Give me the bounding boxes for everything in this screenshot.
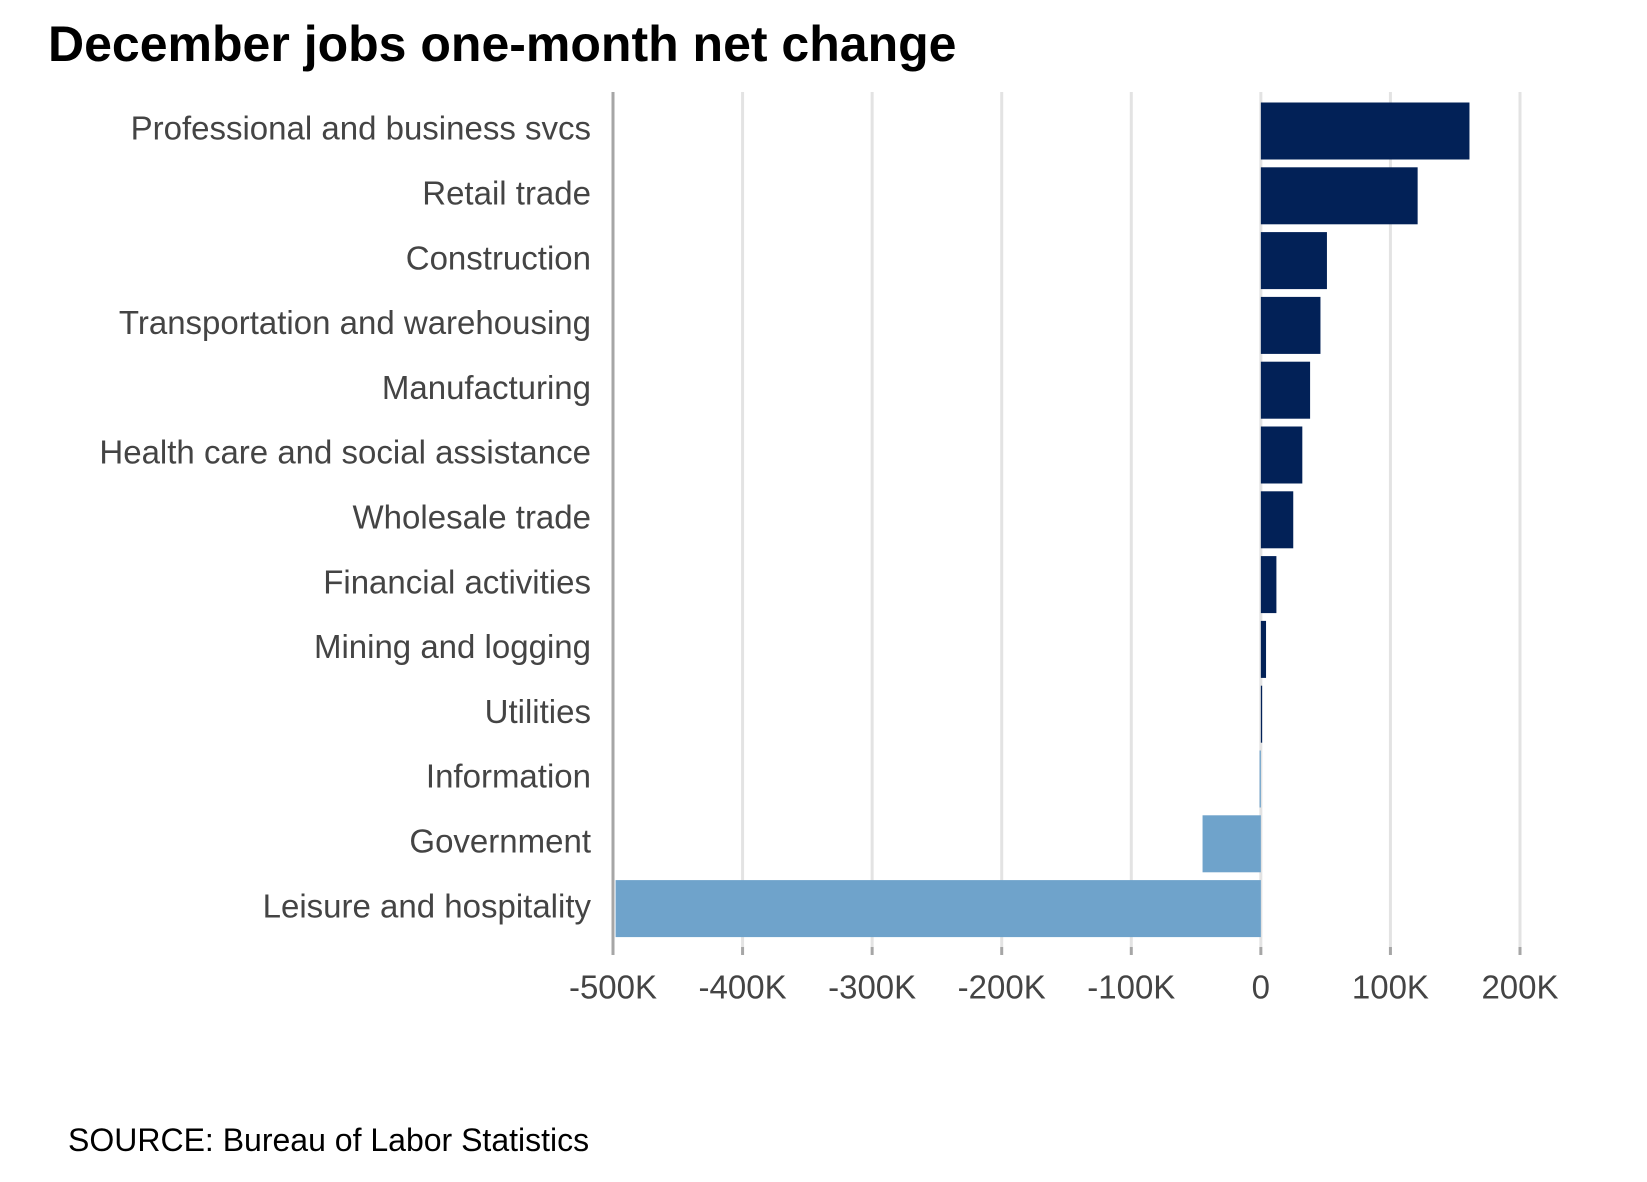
category-label: Health care and social assistance <box>99 434 591 471</box>
bar <box>1260 620 1267 678</box>
x-tick-label: -200K <box>958 969 1046 1006</box>
bars <box>615 102 1470 938</box>
category-label: Utilities <box>485 693 591 730</box>
axes <box>611 92 1522 955</box>
x-tick-label: 0 <box>1252 969 1270 1006</box>
bar <box>615 880 1261 938</box>
chart-plot: Professional and business svcs Retail tra… <box>99 92 1559 1006</box>
bar <box>1260 685 1263 743</box>
category-label: Financial activities <box>323 563 591 600</box>
bar <box>1260 426 1303 484</box>
x-tick-label: -300K <box>828 969 916 1006</box>
x-tick-label: -400K <box>699 969 787 1006</box>
bar <box>1260 232 1327 290</box>
category-labels: Professional and business svcs Retail tra… <box>99 110 591 925</box>
category-label: Retail trade <box>422 175 591 212</box>
bar <box>1260 361 1311 419</box>
x-tick-label: -100K <box>1087 969 1175 1006</box>
category-label: Professional and business svcs <box>131 110 591 147</box>
bar <box>1260 167 1418 225</box>
category-label: Construction <box>406 239 591 276</box>
x-tick-label: -500K <box>569 969 657 1006</box>
bar <box>1260 296 1321 354</box>
category-label: Leisure and hospitality <box>263 887 592 924</box>
gridlines <box>741 92 1522 947</box>
bar <box>1260 491 1294 549</box>
category-label: Mining and logging <box>314 628 591 665</box>
category-label: Transportation and warehousing <box>119 304 591 341</box>
chart-title: December jobs one-month net change <box>48 16 957 72</box>
bar <box>1259 750 1261 808</box>
x-tick-label: 100K <box>1352 969 1429 1006</box>
category-label: Government <box>409 823 591 860</box>
bar <box>1260 556 1277 614</box>
category-label: Information <box>426 758 591 795</box>
bar <box>1260 102 1470 160</box>
category-label: Manufacturing <box>382 369 591 406</box>
x-tick-label: 200K <box>1481 969 1558 1006</box>
bar <box>1202 815 1261 873</box>
category-label: Wholesale trade <box>353 499 591 536</box>
tick-labels: -500K -400K -300K -200K -100K 0 100K 200K <box>569 969 1559 1006</box>
source-note: SOURCE: Bureau of Labor Statistics <box>68 1122 590 1158</box>
